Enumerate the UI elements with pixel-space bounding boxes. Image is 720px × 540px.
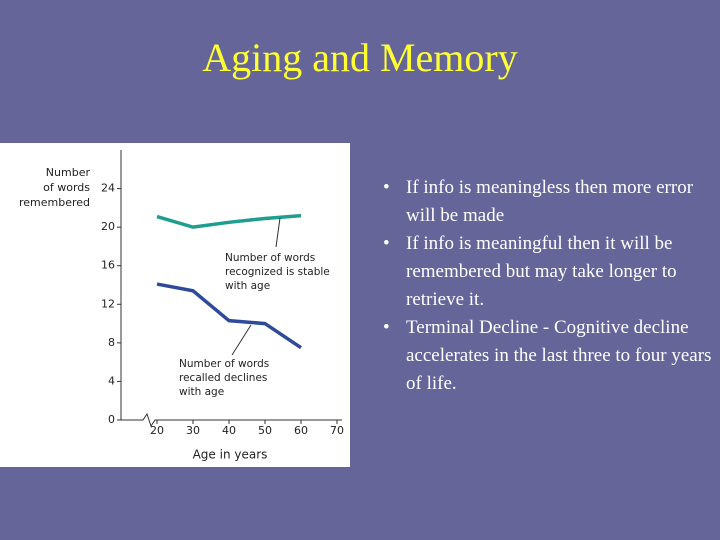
- bullet: If info is meaningless then more error w…: [383, 174, 718, 230]
- x-axis-label: Age in years: [193, 448, 268, 462]
- y-tick-label: 16: [101, 259, 115, 272]
- x-tick-label: 30: [186, 424, 200, 437]
- leader-line: [231, 324, 252, 356]
- bullet-list: If info is meaningless then more error w…: [383, 174, 718, 398]
- x-tick-label: 50: [258, 424, 272, 437]
- y-tick-label: 8: [108, 336, 115, 349]
- x-axis: [121, 412, 342, 428]
- y-axis-label: of words: [43, 181, 90, 194]
- series-line: [156, 282, 302, 350]
- x-tick-label: 20: [150, 424, 164, 437]
- series-label: Number of words: [225, 252, 315, 264]
- slide-title: Aging and Memory: [202, 35, 518, 80]
- x-tick-label: 70: [330, 424, 344, 437]
- chart-background: [0, 143, 350, 467]
- y-tick-label: 24: [101, 182, 115, 195]
- series-label: recalled declines: [179, 372, 267, 384]
- y-tick-label: 4: [108, 374, 115, 387]
- series-label: with age: [225, 280, 270, 292]
- series-label: Number of words: [179, 358, 269, 370]
- bullet: Terminal Decline - Cognitive decline acc…: [383, 314, 718, 398]
- series-label: with age: [179, 386, 224, 398]
- series-line: [156, 213, 302, 229]
- x-tick-label: 60: [294, 424, 308, 437]
- bullet: If info is meaningful then it will be re…: [383, 230, 718, 314]
- series-label: recognized is stable: [225, 266, 330, 278]
- y-tick-label: 20: [101, 220, 115, 233]
- leader-line: [275, 217, 281, 248]
- y-axis-label: Number: [46, 166, 91, 179]
- y-tick-label: 12: [101, 297, 115, 310]
- y-tick-label: 0: [108, 413, 115, 426]
- x-tick-label: 40: [222, 424, 236, 437]
- y-axis-label: remembered: [19, 196, 90, 209]
